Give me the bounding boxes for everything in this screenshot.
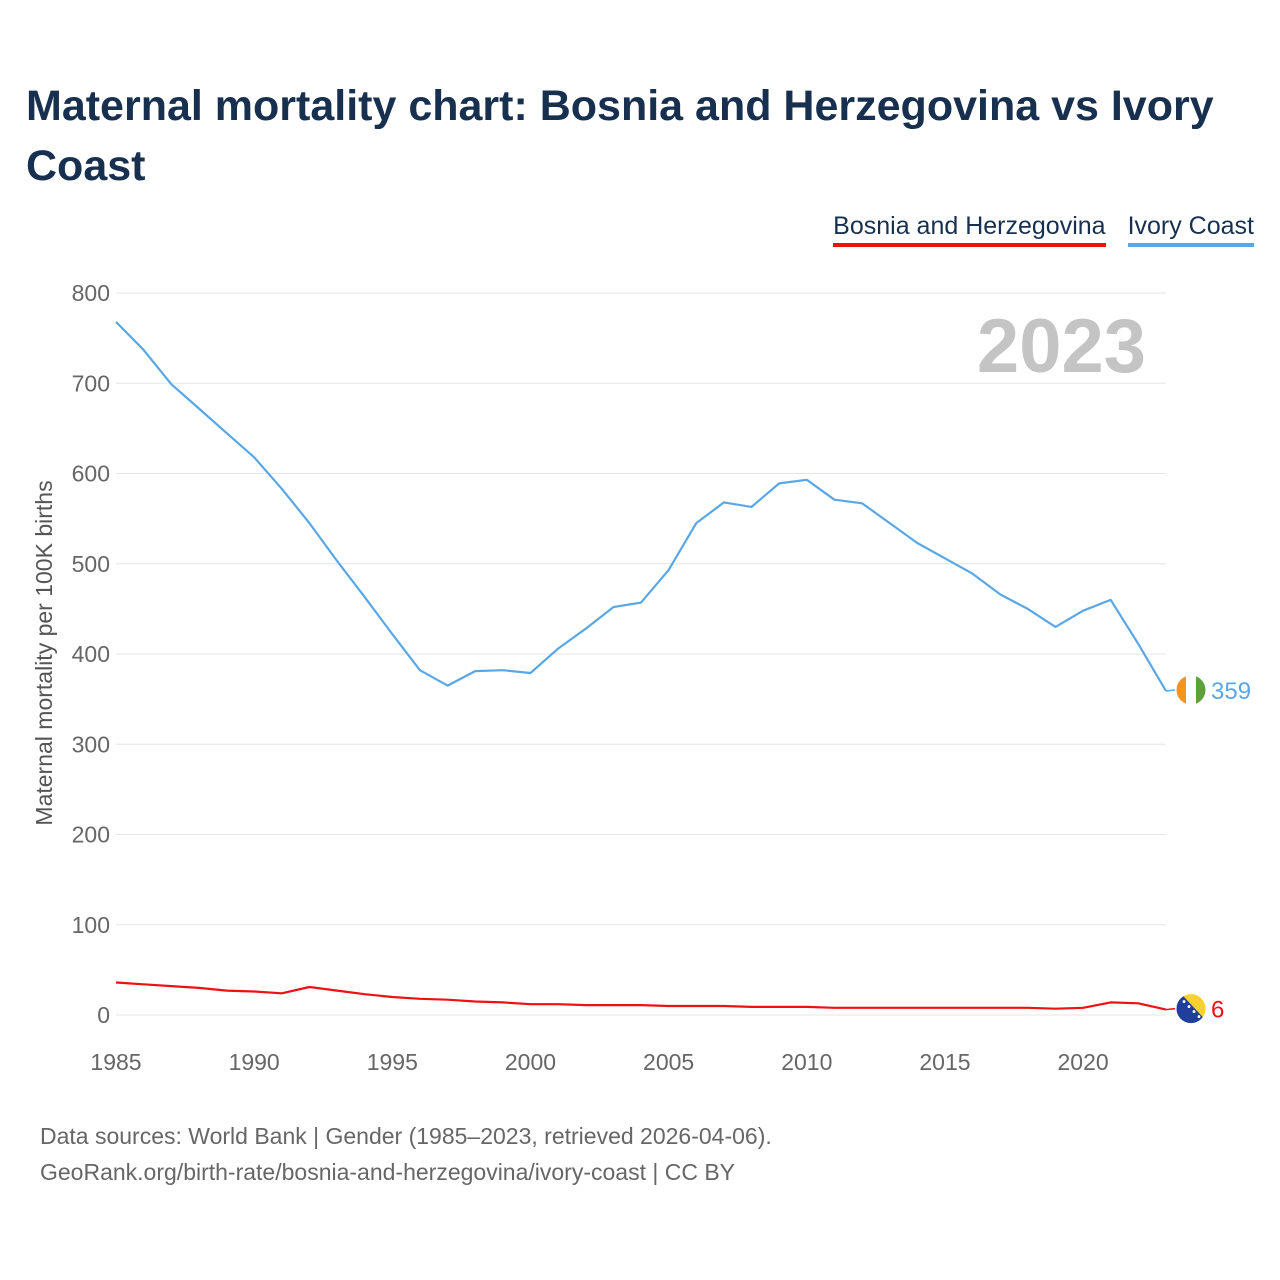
y-tick-label: 100 xyxy=(72,912,110,938)
y-tick-label: 500 xyxy=(72,551,110,577)
y-tick-label: 600 xyxy=(72,461,110,487)
gridlines xyxy=(116,292,1166,1016)
x-tick-label: 2010 xyxy=(781,1049,832,1075)
year-label: 2023 xyxy=(977,304,1146,389)
bosnia-flag-icon xyxy=(1175,993,1207,1025)
source-line-1: Data sources: World Bank | Gender (1985–… xyxy=(40,1123,772,1149)
x-tick-label: 1985 xyxy=(90,1049,141,1075)
connector-0 xyxy=(1165,1007,1176,1011)
x-tick-label: 1990 xyxy=(229,1049,280,1075)
series-line-ivory-coast[interactable] xyxy=(115,321,1167,692)
x-tick-label: 2000 xyxy=(505,1049,556,1075)
y-axis-ticks: 0 100 200 300 400 500 600 700 800 xyxy=(72,280,110,1028)
legend-item-ivory-coast[interactable]: Ivory Coast xyxy=(1127,212,1254,247)
y-tick-label: 400 xyxy=(72,641,110,667)
x-tick-label: 1995 xyxy=(367,1049,418,1075)
ivory-coast-flag-icon xyxy=(1175,674,1207,706)
y-tick-label: 200 xyxy=(72,822,110,848)
source-line-2[interactable]: GeoRank.org/birth-rate/bosnia-and-herzeg… xyxy=(40,1159,736,1185)
x-tick-label: 2015 xyxy=(919,1049,970,1075)
y-axis-label: Maternal mortality per 100K births xyxy=(31,480,57,825)
series-line-bosnia[interactable] xyxy=(115,981,1167,1011)
connector-1 xyxy=(1165,689,1176,692)
source-notes: Data sources: World Bank | Gender (1985–… xyxy=(40,1118,772,1190)
y-tick-label: 700 xyxy=(72,370,110,396)
y-tick-label: 800 xyxy=(72,280,110,306)
y-tick-label: 0 xyxy=(97,1002,110,1028)
series-lines xyxy=(115,321,1176,1011)
end-value-label: 359 xyxy=(1211,678,1251,705)
end-markers: 6 359 xyxy=(1175,674,1251,1025)
x-tick-label: 2020 xyxy=(1058,1049,1109,1075)
legend-item-bosnia[interactable]: Bosnia and Herzegovina xyxy=(833,212,1106,247)
y-tick-label: 300 xyxy=(72,731,110,757)
x-tick-label: 2005 xyxy=(643,1049,694,1075)
x-axis-ticks: 1985 1990 1995 2000 2005 2010 2015 2020 xyxy=(90,1049,1108,1075)
end-value-label: 6 xyxy=(1211,997,1224,1024)
chart: 0 100 200 300 400 500 600 700 800 1985 1990 1995 20… xyxy=(31,280,1251,1075)
chart-title: Maternal mortality chart: Bosnia and Her… xyxy=(26,82,1214,190)
legend: Bosnia and Herzegovina Ivory Coast xyxy=(833,212,1254,247)
